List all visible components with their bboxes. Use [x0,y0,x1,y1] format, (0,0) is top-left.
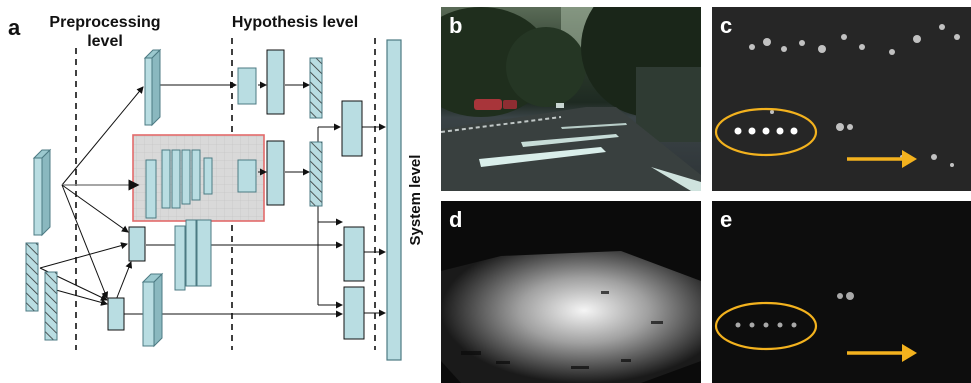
panel-b-label: b [449,13,463,38]
panel-e-image: e [712,201,971,383]
panel-c-label: c [720,13,733,38]
hyp-block-mid [266,140,285,206]
hatched-input-1 [25,242,39,312]
hyp-block-top [266,49,285,115]
preprocessing-heading-line1: Preprocessing [49,14,161,31]
middle-double-block [174,219,212,291]
hyp-hatched-top [309,57,323,119]
system-level-bar [386,39,402,361]
panel-b-image: b [441,7,701,191]
hatched-input-2 [44,271,58,341]
preprocess-block-top [143,48,162,127]
highlight-ellipse-c [714,107,818,157]
arrow-right-e [902,344,917,362]
system-level-heading: System level [407,155,424,246]
hypothesis-heading: Hypothesis level [231,14,359,31]
hyp-small-block-top [237,67,257,105]
panel-d-image: d [441,201,701,383]
hyp-output-block-1 [341,100,363,157]
middle-small-block [128,226,146,262]
panel-e-label: e [720,207,733,232]
arrow-right-c [902,150,917,168]
subnetwork-stack [145,149,257,219]
bottom-tall-block [141,272,164,348]
preprocessing-heading-line2: level [87,33,123,50]
highlight-ellipse-e [714,301,818,351]
panel-a-label: a [8,15,21,40]
hyp-output-block-3 [343,286,365,340]
hyp-hatched-mid [309,141,323,207]
hyp-output-block-2 [343,226,365,282]
panel-d-label: d [449,207,463,232]
bottom-small-block [107,297,125,331]
architecture-diagram: System level [25,38,424,361]
input-block [32,148,52,237]
panel-c-image: c [712,7,971,191]
